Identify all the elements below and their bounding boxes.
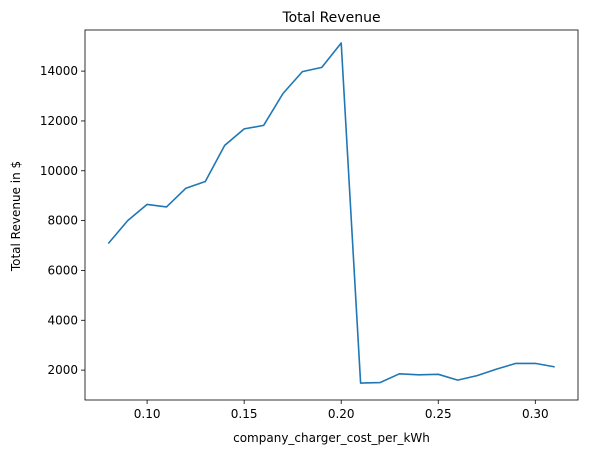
y-tick-label: 10000 xyxy=(40,164,78,178)
x-axis-ticks: 0.10 0.15 0.20 0.25 0.30 xyxy=(134,400,549,421)
x-tick-label: 0.20 xyxy=(328,407,355,421)
x-tick-label: 0.30 xyxy=(522,407,549,421)
y-tick-label: 8000 xyxy=(47,214,78,228)
x-tick-label: 0.25 xyxy=(425,407,452,421)
x-tick-label: 0.10 xyxy=(134,407,161,421)
y-tick-label: 12000 xyxy=(40,114,78,128)
y-axis-label: Total Revenue in $ xyxy=(9,161,23,272)
chart-title: Total Revenue xyxy=(281,10,380,26)
y-tick-label: 2000 xyxy=(47,363,78,377)
y-tick-label: 4000 xyxy=(47,313,78,327)
x-tick-label: 0.15 xyxy=(231,407,258,421)
x-axis-label: company_charger_cost_per_kWh xyxy=(233,431,430,445)
plot-series xyxy=(107,42,555,384)
y-axis-ticks: 2000 4000 6000 8000 10000 12000 14000 xyxy=(40,64,85,377)
series-line xyxy=(107,42,555,384)
y-tick-label: 14000 xyxy=(40,64,78,78)
axes-frame xyxy=(84,29,579,401)
y-tick-label: 6000 xyxy=(47,263,78,277)
